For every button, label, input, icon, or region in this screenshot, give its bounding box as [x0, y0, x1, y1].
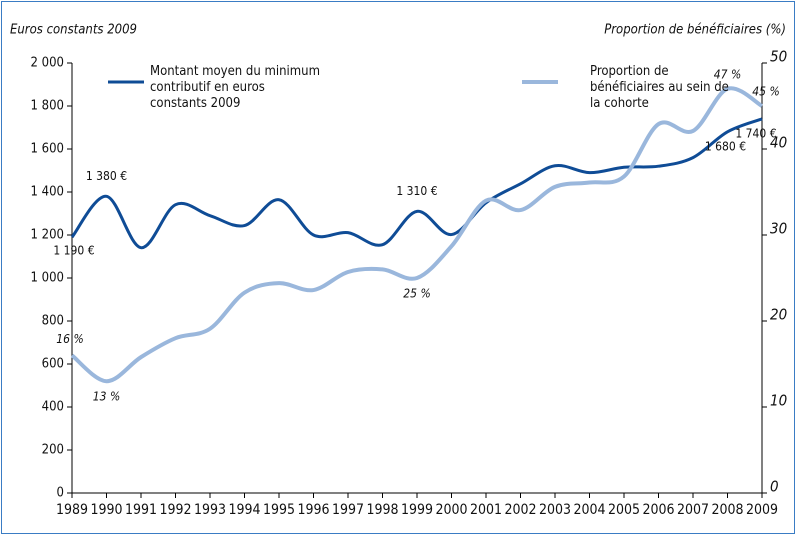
data-label: 25 %	[403, 287, 430, 301]
data-label: 16 %	[56, 332, 83, 346]
data-label: 1 190 €	[53, 244, 94, 258]
y2-tick-label: 30	[770, 220, 787, 238]
y-tick-label: 0	[57, 486, 64, 501]
x-tick-label: 1991	[125, 502, 157, 518]
y2-axis-title: Proportion de bénéficiaires (%)	[604, 23, 786, 38]
x-tick-label: 2004	[573, 502, 605, 518]
x-tick-label: 2006	[642, 502, 674, 518]
y-tick-label: 400	[42, 400, 64, 415]
x-tick-label: 2009	[746, 502, 778, 518]
data-label: 47 %	[714, 67, 741, 81]
x-tick-label: 1990	[90, 502, 122, 518]
data-label: 45 %	[752, 85, 779, 99]
y-tick-label: 200	[42, 443, 64, 458]
legend-label: Montant moyen du minimum contributif en …	[150, 64, 320, 111]
x-tick-label: 2003	[539, 502, 571, 518]
y-tick-label: 1 800	[31, 99, 64, 114]
x-tick-label: 1998	[366, 502, 398, 518]
y-tick-label: 2 000	[31, 56, 64, 71]
data-label: 1 740 €	[735, 126, 776, 140]
x-tick-label: 1997	[332, 502, 364, 518]
y-tick-label: 1 600	[31, 142, 64, 157]
x-tick-label: 2002	[504, 502, 536, 518]
y-tick-label: 1 000	[31, 271, 64, 286]
y-axis-title: Euros constants 2009	[10, 23, 137, 38]
x-tick-label: 1989	[56, 502, 88, 518]
x-tick-label: 2005	[608, 502, 640, 518]
x-tick-label: 1993	[194, 502, 226, 518]
x-tick-label: 1994	[228, 502, 260, 518]
y-tick-label: 800	[42, 314, 64, 329]
x-tick-label: 2007	[677, 502, 709, 518]
x-tick-label: 1999	[401, 502, 433, 518]
data-label: 13 %	[93, 390, 120, 404]
x-tick-label: 1992	[159, 502, 191, 518]
data-label: 1 680 €	[705, 139, 746, 153]
y-tick-label: 600	[42, 357, 64, 372]
line	[70, 117, 763, 250]
legend-label: Proportion de bénéficiaires au sein de l…	[590, 64, 729, 111]
x-tick-label: 2000	[435, 502, 467, 518]
y-tick-label: 1 400	[31, 185, 64, 200]
x-tick-label: 1995	[263, 502, 295, 518]
y2-tick-label: 20	[770, 306, 787, 324]
y2-tick-label: 50	[770, 48, 787, 66]
y2-tick-label: 10	[770, 392, 787, 410]
x-tick-label: 2001	[470, 502, 502, 518]
y-tick-label: 1 200	[31, 228, 64, 243]
x-tick-label: 1996	[297, 502, 329, 518]
line	[70, 86, 764, 384]
data-label: 1 380 €	[86, 169, 127, 183]
data-label: 1 310 €	[396, 184, 437, 198]
x-tick-label: 2008	[711, 502, 743, 518]
y2-tick-label: 40	[770, 134, 787, 152]
y2-tick-label: 0	[770, 478, 779, 496]
